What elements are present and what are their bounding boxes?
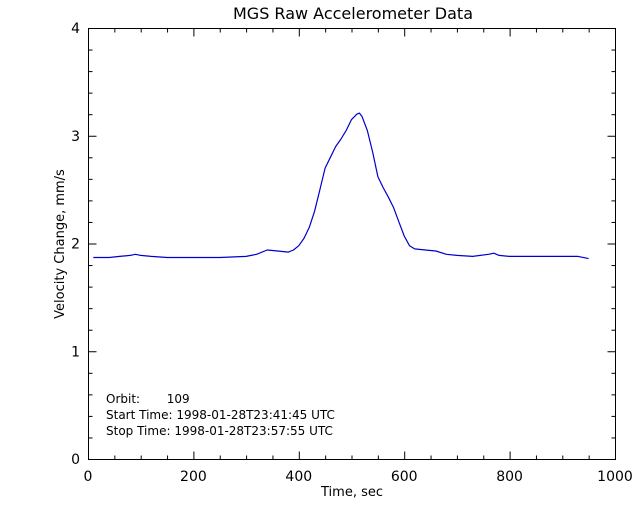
chart-title: MGS Raw Accelerometer Data <box>233 4 473 23</box>
x-axis-title: Time, sec <box>320 485 383 500</box>
y-tick-label: 3 <box>71 129 80 145</box>
series-line <box>93 112 589 260</box>
y-tick-label: 4 <box>71 21 80 37</box>
x-tick-label: 800 <box>496 469 523 485</box>
start-time-annotation: Start Time: 1998-01-28T23:41:45 UTC <box>106 408 335 422</box>
x-tick-label: 0 <box>84 469 93 485</box>
y-tick-label: 1 <box>71 344 80 360</box>
y-tick-label: 0 <box>71 452 80 468</box>
stop-time-annotation: Stop Time: 1998-01-28T23:57:55 UTC <box>106 424 333 438</box>
y-tick-label: 2 <box>71 237 80 253</box>
x-tick-label: 1000 <box>597 469 633 485</box>
x-axis: 0 200 400 600 800 1000 <box>84 28 633 485</box>
x-tick-label: 400 <box>285 469 312 485</box>
y-axis-title: Velocity Change, mm/s <box>53 169 68 319</box>
x-tick-label: 600 <box>391 469 418 485</box>
y-axis: 0 1 2 3 4 <box>71 21 616 468</box>
series-layer <box>93 112 589 260</box>
x-tick-label: 200 <box>180 469 207 485</box>
orbit-annotation: Orbit: 109 <box>106 392 190 406</box>
